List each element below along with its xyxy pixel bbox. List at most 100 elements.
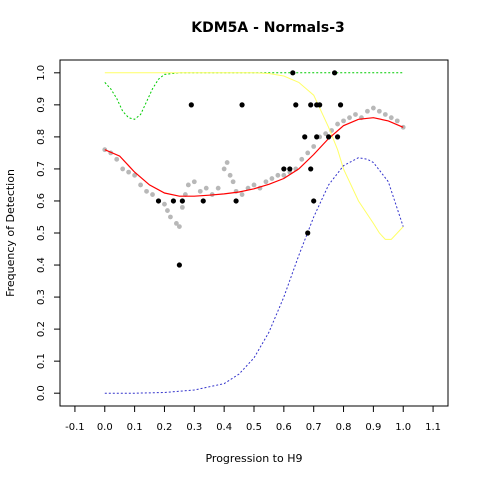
gray-point (102, 147, 108, 153)
gray-point (174, 220, 179, 226)
gray-point (263, 179, 269, 185)
black-point (293, 102, 299, 108)
black-point (290, 70, 296, 76)
x-tick-label: 0.8 (336, 422, 352, 433)
black-point (326, 134, 332, 140)
black-point (305, 230, 311, 236)
y-tick-label: 0.3 (36, 289, 47, 305)
gray-point (311, 144, 317, 149)
x-tick-label: 0.9 (365, 422, 381, 433)
gray-point (382, 112, 388, 117)
y-tick-label: 0.0 (36, 385, 47, 401)
black-point (308, 166, 314, 172)
x-tick-label: 0.5 (246, 422, 262, 433)
gray-point (305, 150, 311, 156)
gray-point (239, 192, 245, 197)
black-point (302, 134, 308, 140)
black-point (331, 70, 338, 76)
gray-point (230, 179, 236, 185)
gray-point (168, 214, 173, 220)
gray-point (370, 105, 376, 111)
gray-point (299, 156, 305, 162)
black-point (176, 262, 182, 268)
gray-point (323, 131, 329, 137)
black-point (239, 102, 245, 108)
chart-title: KDM5A - Normals-3 (191, 20, 345, 36)
yellow-curve (104, 72, 404, 240)
gray-point (347, 115, 352, 121)
black-point (287, 166, 293, 172)
black-point (334, 134, 341, 140)
gray-point (185, 182, 191, 188)
gray-point (114, 156, 120, 162)
gray-point (335, 121, 340, 127)
black-point (308, 102, 314, 108)
x-tick-label: 1.1 (425, 422, 441, 433)
blue-curve (104, 157, 404, 394)
black-point (200, 198, 206, 204)
gray-point (165, 208, 170, 213)
gray-point (203, 185, 209, 191)
y-tick-label: 0.4 (36, 257, 47, 273)
gray-point (179, 204, 185, 210)
gray-point (138, 182, 143, 188)
plot-area (102, 70, 406, 394)
black-point (311, 198, 317, 204)
plot-frame (59, 59, 449, 407)
black-point (188, 102, 194, 108)
x-axis-label: Progression to H9 (205, 452, 302, 465)
y-tick-label: 0.7 (36, 161, 47, 177)
gray-point (191, 179, 197, 185)
black-point (170, 198, 177, 204)
x-tick-label: 0.6 (276, 422, 292, 433)
gray-point (376, 108, 382, 114)
black-point (314, 134, 320, 140)
green-curve (104, 72, 404, 120)
gray-point (275, 172, 281, 178)
black-point (155, 198, 162, 204)
gray-point (281, 172, 287, 178)
black-point (337, 102, 344, 108)
black-point (179, 198, 185, 204)
y-tick-label: 0.5 (36, 225, 47, 241)
black-point (233, 198, 239, 204)
gray-point (221, 166, 227, 172)
y-tick-label: 0.9 (36, 97, 47, 113)
gray-point (197, 188, 203, 194)
x-tick-label: 1.0 (395, 422, 411, 433)
x-tick-label: 0.7 (306, 422, 322, 433)
x-tick-label: 0.3 (186, 422, 202, 433)
x-tick-label: -0.1 (65, 422, 85, 433)
gray-point (126, 169, 132, 175)
gray-point (144, 188, 149, 194)
gray-point (227, 172, 233, 178)
x-tick-label: 0.2 (157, 422, 173, 433)
black-point (281, 166, 287, 172)
gray-point (269, 176, 275, 181)
y-tick-label: 0.8 (36, 129, 47, 145)
y-tick-label: 1.0 (36, 65, 47, 81)
gray-point (120, 166, 126, 172)
gray-point (365, 108, 370, 114)
gray-point (150, 192, 155, 197)
x-tick-label: 0.4 (216, 422, 232, 433)
gray-point (400, 124, 406, 130)
gray-point (341, 118, 346, 124)
gray-point (132, 172, 138, 178)
gray-point (224, 160, 230, 165)
gray-point (353, 112, 358, 117)
gray-point (388, 115, 394, 121)
y-axis-label: Frequency of Detection (4, 169, 17, 297)
axes: -0.1 0.0 0.1 0.2 0.3 0.4 0.5 0.6 0.7 0.8 0.9 1.0 1.1… (36, 65, 441, 433)
red-fit-line (104, 117, 404, 197)
y-tick-label: 0.1 (36, 353, 47, 369)
y-tick-label: 0.6 (36, 193, 47, 209)
black-point (317, 102, 323, 108)
x-tick-label: 0.1 (127, 422, 143, 433)
gray-point (176, 224, 182, 229)
gray-point (251, 182, 257, 188)
gray-point (162, 201, 167, 207)
gray-point (394, 118, 400, 124)
x-tick-label: 0.0 (97, 422, 113, 433)
